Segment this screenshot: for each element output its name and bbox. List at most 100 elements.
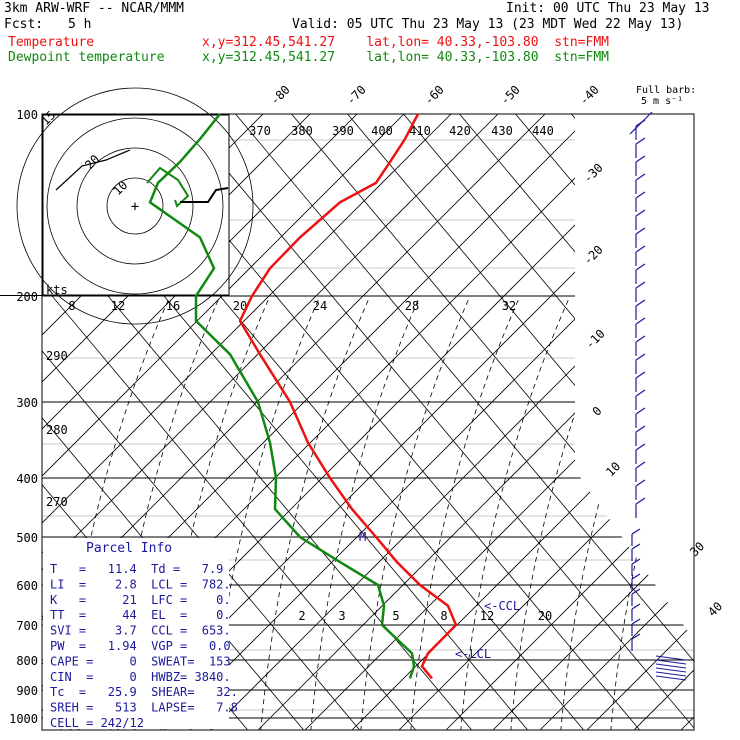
wind-barb-feather [635, 389, 646, 397]
pressure-label: 100 [16, 108, 38, 122]
height-label: 440 [532, 124, 554, 138]
pressure-label: 900 [16, 684, 38, 698]
pressure-label: 600 [16, 579, 38, 593]
height-label: 370 [249, 124, 271, 138]
dewpoint-location: x,y=312.45,541.27 lat,lon= 40.33,-103.80… [202, 50, 609, 65]
potential-temperature-label: 280 [46, 423, 68, 437]
wind-barb-feather [635, 479, 646, 487]
hodograph-ring [16, 87, 254, 325]
isotherm-line [398, 434, 694, 730]
height-label: 430 [491, 124, 513, 138]
wind-barb-feather [635, 443, 646, 451]
mixing-ratio-label: 12 [111, 299, 125, 313]
parcel-info-row: PW = 1.94 VGP = 0.0 [50, 639, 231, 653]
plot-frame [41, 113, 695, 731]
hodograph-mid-trace [55, 149, 131, 191]
wind-barb-feather [635, 191, 646, 199]
wind-barb-feather [631, 573, 641, 580]
mixing-ratio-label: 20 [233, 299, 247, 313]
dry-adiabat-line [42, 149, 529, 730]
temperature-legend: Temperature [8, 35, 95, 50]
height-label: 420 [449, 124, 471, 138]
hodograph-ring [76, 147, 194, 265]
parcel-info-row: CELL = 242/12 [50, 716, 144, 730]
mixing-ratio-label: 28 [405, 299, 419, 313]
wind-barb-feather [631, 633, 641, 640]
isotherm-label: -60 [422, 83, 447, 108]
parcel-info-row: K = 21 LFC = 0. [50, 593, 231, 607]
mixing-ratio-label: 8 [440, 609, 447, 623]
wind-barb-cluster [655, 675, 687, 681]
isotherm-label: -40 [577, 83, 602, 108]
pressure-label: 300 [16, 396, 38, 410]
wind-barb-feather [635, 461, 646, 469]
wind-barb-cluster [655, 667, 687, 673]
pressure-label: 1000 [9, 712, 38, 726]
dry-adiabat-line [42, 283, 417, 730]
parcel-info-row: T = 11.4 Td = 7.9 [50, 562, 223, 576]
hodograph-bottom-edge [0, 295, 229, 296]
pressure-label: 500 [16, 531, 38, 545]
barb-legend-title: Full barb: [636, 85, 696, 96]
mixing-ratio-label: 24 [313, 299, 327, 313]
mixing-ratio-label: 32 [502, 299, 516, 313]
wind-barb-feather [635, 371, 646, 379]
wind-barb-feather [635, 407, 646, 415]
moist-adiabat-line [260, 295, 371, 730]
mixing-ratio-label: 2 [298, 609, 305, 623]
dewpoint-profile [148, 114, 416, 679]
wind-barb-feather [635, 155, 646, 163]
wind-barb-feather [635, 263, 646, 271]
mixing-ratio-label: 5 [392, 609, 399, 623]
isotherm-line [351, 387, 694, 730]
hodograph-units: kts [46, 283, 68, 297]
dewpoint-legend: Dewpoint temperature [8, 50, 165, 65]
temperature-location: x,y=312.45,541.27 lat,lon= 40.33,-103.80… [202, 35, 609, 50]
wind-barb-feather [635, 281, 646, 289]
model-title: 3km ARW-WRF -- NCAR/MMM [4, 1, 185, 16]
isotherm-line [42, 114, 499, 571]
hodograph-ring [46, 117, 224, 295]
mixing-ratio-label: 3 [338, 609, 345, 623]
height-label: 410 [409, 124, 431, 138]
isotherm-line [163, 199, 694, 730]
wind-barb-feather [631, 618, 641, 625]
sounding-profiles [148, 114, 458, 680]
moist-adiabat-line [460, 295, 571, 730]
wind-barb-feather [635, 245, 646, 253]
wind-barb-feather [635, 209, 646, 217]
wind-barb-feather [635, 227, 646, 235]
hodograph-ring [106, 177, 164, 235]
pressure-label: 200 [16, 290, 38, 304]
wind-barb-cluster [655, 655, 687, 661]
pressure-label: 800 [16, 654, 38, 668]
isotherm-line [42, 114, 264, 336]
hodograph-upper-trace [180, 187, 229, 203]
isotherm-label: -50 [498, 83, 523, 108]
wind-barb-feather [635, 335, 646, 343]
level-marker: M [359, 530, 366, 544]
forecast-label: Fcst: [4, 17, 44, 32]
parcel-info-row: CIN = 0 HWBZ= 3840. [50, 670, 231, 684]
isotherm-label: 40 [705, 599, 725, 619]
isotherm-line [445, 481, 694, 730]
isotherm-line [42, 114, 452, 524]
wind-barb-feather [635, 137, 646, 145]
moist-adiabat-line [360, 295, 471, 730]
wind-barb-feather [631, 558, 641, 565]
dry-adiabat-line [42, 350, 361, 730]
parcel-info-row: LI = 2.8 LCL = 782. [50, 577, 231, 591]
barb-column-mask [575, 114, 694, 640]
parcel-info-box: Parcel Info T = 11.4 Td = 7.9LI = 2.8 LCL… [43, 538, 238, 730]
wind-barb-feather [631, 588, 641, 595]
isotherm-line [42, 114, 358, 430]
temperature-profile [238, 114, 458, 680]
mixing-ratio-label: 12 [480, 609, 494, 623]
isotherm-line [42, 114, 405, 477]
isotherm-line [728, 0, 740, 730]
isotherm-label: -70 [344, 83, 369, 108]
height-label: 380 [291, 124, 313, 138]
lcl-marker: <-LCL [455, 647, 491, 661]
wind-barb-feather [631, 603, 641, 610]
